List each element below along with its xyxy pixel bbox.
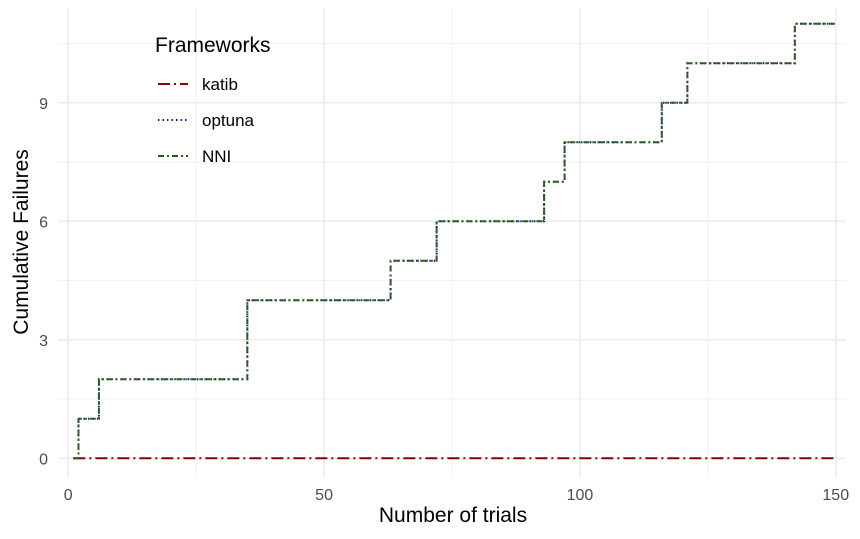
y-axis-title: Cumulative Failures [10, 149, 33, 335]
x-tick-label: 0 [64, 487, 73, 504]
y-tick-label: 0 [39, 451, 48, 468]
legend-label-optuna: optuna [202, 111, 255, 130]
legend: Frameworks katib optuna NNI [155, 34, 271, 166]
x-axis-title: Number of trials [379, 504, 527, 527]
y-tick-label: 6 [39, 214, 48, 231]
grid [58, 8, 846, 478]
legend-title: Frameworks [155, 34, 271, 57]
x-tick-label: 50 [315, 487, 333, 504]
series-line-nni [73, 22, 836, 460]
tick-labels: 0 50 100 150 0 3 6 9 [39, 96, 849, 504]
legend-label-nni: NNI [202, 147, 231, 166]
legend-label-katib: katib [202, 75, 238, 94]
series-lines [73, 22, 836, 460]
x-tick-label: 150 [822, 487, 849, 504]
y-tick-label: 9 [39, 96, 48, 113]
x-tick-label: 100 [567, 487, 594, 504]
series-line-optuna [73, 22, 836, 460]
y-tick-label: 3 [39, 333, 48, 350]
legend-keys [158, 83, 188, 157]
